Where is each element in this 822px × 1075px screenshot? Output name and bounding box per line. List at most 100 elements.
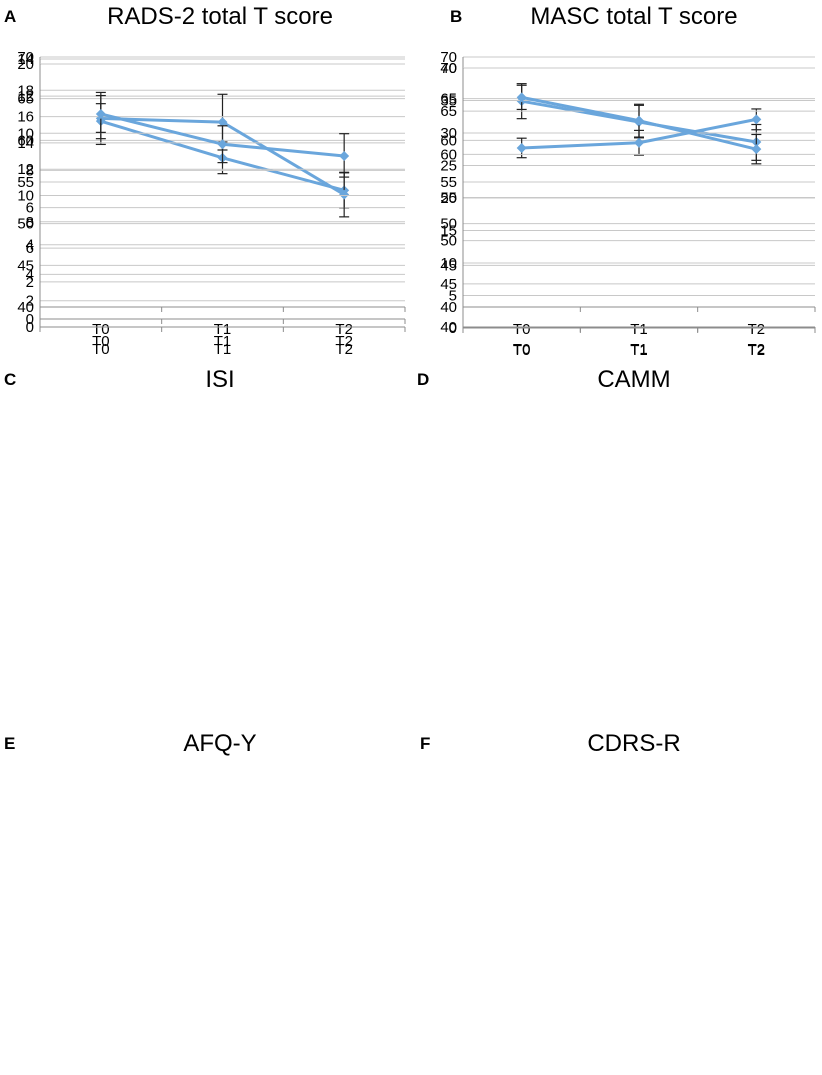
y-tick-label: 60 xyxy=(440,132,457,149)
y-tick-label: 10 xyxy=(17,125,34,142)
x-tick-label: T1 xyxy=(214,333,232,350)
y-tick-label: 45 xyxy=(440,276,457,293)
x-tick-label: T1 xyxy=(630,342,648,359)
chart-panel-c: C ISI 0 2 4 6 8 10 12 14 T0 T1 T2 xyxy=(0,51,411,716)
chart-panel-d: D CAMM 0 5 10 15 20 25 30 35 40 T0 T1 T2 xyxy=(411,60,822,716)
data-point xyxy=(751,144,762,155)
y-tick-label: 70 xyxy=(440,60,457,77)
y-tick-label: 10 xyxy=(17,188,34,205)
y-tick-label: 8 xyxy=(26,162,34,179)
x-tick-label: T0 xyxy=(513,341,531,358)
data-point xyxy=(516,92,527,103)
data-point xyxy=(634,115,644,126)
data-point xyxy=(634,137,644,148)
y-tick-label: 70 xyxy=(17,49,34,66)
panel-label: C xyxy=(4,370,16,389)
x-tick-label: T1 xyxy=(214,341,232,358)
y-tick-label: 6 xyxy=(26,240,34,257)
y-tick-label: 6 xyxy=(26,200,34,217)
y-tick-label: 8 xyxy=(26,214,34,231)
y-tick-label: 4 xyxy=(26,266,34,283)
panel-label: E xyxy=(4,734,15,753)
y-tick-label: 35 xyxy=(440,93,457,110)
x-tick-label: T1 xyxy=(214,321,232,338)
x-tick-label: T0 xyxy=(513,321,531,338)
y-tick-label: 5 xyxy=(449,288,457,305)
y-tick-label: 40 xyxy=(17,299,34,316)
y-tick-label: 0 xyxy=(26,311,34,328)
y-tick-label: 65 xyxy=(17,91,34,108)
y-tick-label: 0 xyxy=(26,319,34,336)
panel-label: D xyxy=(417,370,429,389)
y-tick-label: 10 xyxy=(440,255,457,272)
y-tick-label: 55 xyxy=(440,190,457,207)
x-tick-label: T1 xyxy=(630,321,648,338)
y-tick-label: 60 xyxy=(440,146,457,163)
chart-title: MASC total T score xyxy=(530,3,737,30)
y-tick-label: 0 xyxy=(449,320,457,337)
y-tick-label: 14 xyxy=(17,51,34,68)
x-tick-label: T2 xyxy=(748,341,766,358)
chart-title: RADS-2 total T score xyxy=(107,3,333,30)
y-tick-label: 55 xyxy=(440,174,457,191)
chart-d-svg: D CAMM 0 5 10 15 20 25 30 35 40 T0 T1 T2 xyxy=(417,60,816,393)
chart-title: AFQ-Y xyxy=(183,730,256,757)
y-tick-label: 20 xyxy=(440,190,457,207)
x-tick-label: T2 xyxy=(748,321,766,338)
x-tick-label: T0 xyxy=(92,321,110,338)
x-tick-label: T2 xyxy=(335,321,353,338)
y-tick-label: 16 xyxy=(17,109,34,126)
y-tick-label: 25 xyxy=(440,158,457,175)
y-tick-label: 14 xyxy=(17,135,34,152)
y-tick-label: 20 xyxy=(17,56,34,73)
chart-panel-f: F CDRS-R 40 45 50 55 60 65 70 T0 T1 T2 xyxy=(411,60,822,1075)
data-point xyxy=(217,117,228,128)
y-tick-label: 65 xyxy=(440,103,457,120)
y-tick-label: 15 xyxy=(440,223,457,240)
y-tick-label: 45 xyxy=(17,257,34,274)
x-tick-label: T2 xyxy=(335,333,353,350)
panel-label: A xyxy=(4,7,16,26)
y-tick-label: 50 xyxy=(440,216,457,233)
y-tick-label: 50 xyxy=(17,216,34,233)
y-tick-label: 12 xyxy=(17,88,34,105)
y-tick-label: 2 xyxy=(26,274,34,291)
y-tick-label: 55 xyxy=(17,174,34,191)
x-tick-label: T0 xyxy=(92,333,110,350)
chart-panel-a: A RADS-2 total T score 40 45 50 55 60 65 70 T0 T… xyxy=(0,0,411,358)
data-point xyxy=(95,108,106,119)
chart-title: ISI xyxy=(205,366,234,393)
y-tick-label: 65 xyxy=(440,91,457,108)
y-tick-label: 50 xyxy=(440,233,457,250)
data-point xyxy=(339,151,350,162)
y-tick-label: 70 xyxy=(440,49,457,66)
y-tick-label: 30 xyxy=(440,125,457,142)
x-tick-label: T0 xyxy=(513,342,531,359)
y-tick-label: 45 xyxy=(440,257,457,274)
x-tick-label: T2 xyxy=(748,342,766,359)
y-tick-label: 40 xyxy=(440,319,457,336)
x-tick-label: T2 xyxy=(335,341,353,358)
y-tick-label: 2 xyxy=(26,293,34,310)
y-tick-label: 60 xyxy=(17,132,34,149)
data-point xyxy=(339,189,350,200)
x-tick-label: T0 xyxy=(92,341,110,358)
y-tick-label: 18 xyxy=(17,82,34,99)
y-tick-label: 4 xyxy=(26,237,34,254)
x-tick-label: T1 xyxy=(630,341,648,358)
y-tick-label: 40 xyxy=(440,60,457,77)
chart-title: CDRS-R xyxy=(587,730,680,757)
y-tick-label: 12 xyxy=(17,161,34,178)
chart-panel-e: E AFQ-Y 0 2 4 6 8 10 12 14 16 18 20 T0 T1 T2 xyxy=(0,56,411,1075)
data-point xyxy=(217,139,228,150)
data-point xyxy=(751,114,762,125)
y-tick-label: 40 xyxy=(440,299,457,316)
